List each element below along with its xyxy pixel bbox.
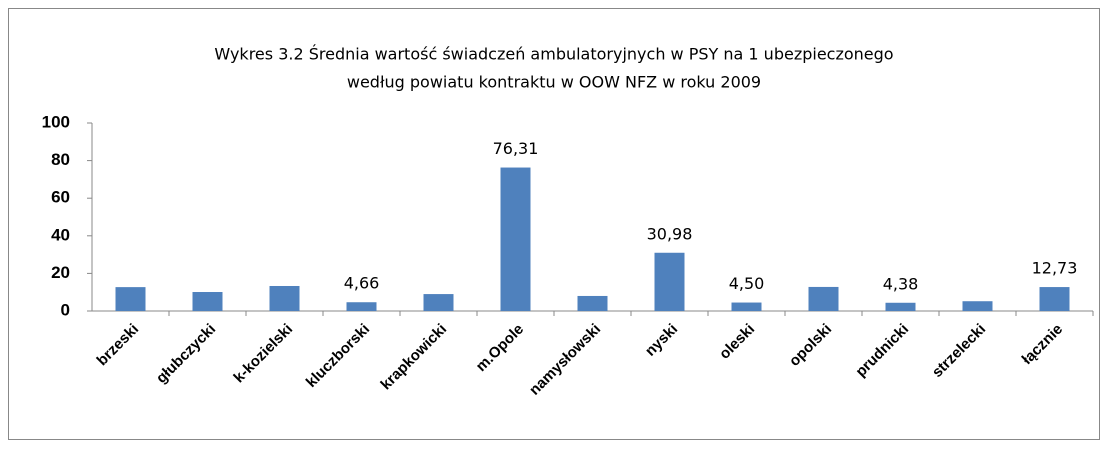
y-tick-label: 0 — [61, 300, 70, 319]
bar — [346, 302, 377, 311]
y-tick-label: 40 — [51, 225, 70, 244]
data-label: 4,66 — [344, 274, 380, 293]
y-tick-label: 20 — [51, 263, 70, 282]
bar — [1039, 287, 1070, 311]
bar — [423, 294, 454, 311]
bar — [500, 167, 531, 311]
bar — [577, 295, 608, 311]
data-label: 76,31 — [493, 139, 539, 158]
y-tick-label: 60 — [51, 188, 70, 207]
bar — [654, 252, 685, 311]
chart-border — [8, 8, 1100, 440]
y-tick-label: 100 — [42, 112, 70, 131]
bar — [731, 302, 762, 311]
bar — [115, 287, 146, 311]
bar — [269, 285, 300, 311]
chart-title: Wykres 3.2 Średnia wartość świadczeń amb… — [214, 45, 893, 64]
data-label: 12,73 — [1032, 259, 1078, 278]
data-label: 4,50 — [729, 274, 765, 293]
chart-title: według powiatu kontraktu w OOW NFZ w rok… — [347, 73, 761, 92]
data-label: 30,98 — [647, 224, 693, 243]
bar — [962, 301, 993, 311]
bar — [885, 302, 916, 311]
data-label: 4,38 — [883, 274, 919, 293]
bar — [808, 286, 839, 311]
bar — [192, 292, 223, 311]
y-tick-label: 80 — [51, 150, 70, 169]
